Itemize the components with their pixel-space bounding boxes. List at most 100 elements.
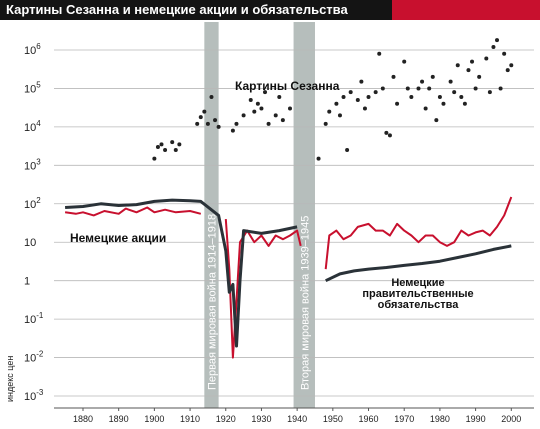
- painting-point-71: [502, 51, 507, 56]
- painting-point-53: [430, 74, 435, 79]
- painting-point-65: [477, 74, 482, 79]
- painting-point-13: [216, 124, 221, 129]
- painting-point-61: [462, 101, 467, 106]
- y-axis-label: индекс цен: [5, 356, 15, 402]
- series-line-2-0: [64, 206, 202, 217]
- y-tick-label-2: 10-1: [24, 311, 44, 326]
- painting-point-57: [448, 79, 453, 84]
- title-accent-stripe: [392, 0, 540, 20]
- x-tick-label-1910: 1910: [180, 414, 200, 424]
- painting-point-38: [366, 94, 371, 99]
- painting-point-54: [434, 118, 439, 123]
- painting-point-5: [173, 148, 178, 153]
- war-band-1: [293, 22, 315, 408]
- painting-point-45: [395, 101, 400, 106]
- x-tick-label-1980: 1980: [430, 414, 450, 424]
- painting-point-55: [437, 94, 442, 99]
- painting-point-8: [198, 115, 203, 120]
- painting-point-36: [359, 79, 364, 84]
- annotation-bonds-line-2: обязательства: [378, 299, 460, 311]
- x-tick-label-1950: 1950: [323, 414, 343, 424]
- painting-point-49: [416, 86, 421, 91]
- painting-point-19: [255, 101, 260, 106]
- painting-point-27: [316, 156, 321, 161]
- x-tick-label-1920: 1920: [216, 414, 236, 424]
- x-tick-label-1940: 1940: [287, 414, 307, 424]
- painting-point-10: [205, 121, 210, 126]
- painting-point-20: [259, 106, 264, 111]
- painting-point-15: [234, 121, 239, 126]
- painting-point-3: [163, 148, 168, 153]
- y-tick-label-8: 105: [24, 80, 41, 95]
- painting-point-34: [348, 90, 353, 95]
- painting-point-68: [491, 44, 496, 49]
- series-line-3-0: [65, 198, 298, 348]
- x-tick-label-2000: 2000: [501, 414, 521, 424]
- x-tick-label-1960: 1960: [359, 414, 379, 424]
- painting-point-23: [273, 113, 278, 118]
- y-tick-label-3: 1: [24, 276, 30, 288]
- x-tick-label-1930: 1930: [251, 414, 271, 424]
- painting-point-11: [209, 94, 214, 99]
- series-line-2-1: [224, 219, 302, 359]
- painting-point-30: [334, 101, 339, 106]
- painting-point-43: [387, 133, 392, 138]
- annotation-1: Немецкие акции: [70, 231, 166, 245]
- y-tick-label-7: 104: [24, 119, 41, 134]
- painting-point-6: [177, 142, 182, 147]
- painting-point-64: [473, 86, 478, 91]
- painting-point-39: [373, 90, 378, 95]
- painting-point-59: [455, 63, 460, 68]
- y-tick-label-6: 103: [24, 157, 41, 172]
- x-tick-label-1990: 1990: [466, 414, 486, 424]
- painting-point-28: [323, 121, 328, 126]
- painting-point-26: [288, 106, 292, 111]
- painting-point-50: [420, 79, 425, 84]
- painting-point-21: [263, 90, 268, 95]
- y-tick-label-0: 10-3: [24, 388, 44, 403]
- painting-point-62: [466, 68, 471, 73]
- y-tick-label-4: 10: [24, 237, 36, 249]
- painting-point-67: [487, 90, 492, 95]
- painting-point-70: [498, 86, 503, 91]
- y-tick-label-5: 102: [24, 196, 41, 211]
- painting-point-47: [405, 86, 410, 91]
- series-line-4-0: [325, 244, 512, 283]
- painting-point-66: [484, 56, 489, 61]
- chart-title: Картины Сезанна и немецкие акции и обяза…: [6, 2, 348, 17]
- painting-point-9: [202, 109, 207, 114]
- y-tick-label-9: 106: [24, 42, 41, 57]
- painting-point-72: [505, 68, 510, 73]
- annotation-0: Картины Сезанна: [235, 79, 340, 93]
- war-label-1: Вторая мировая война 1939–1945: [299, 216, 311, 390]
- painting-point-24: [277, 94, 282, 99]
- painting-point-40: [377, 51, 382, 56]
- painting-point-41: [380, 86, 385, 91]
- annotation-bonds-line-1: правительственные: [362, 288, 473, 300]
- painting-point-25: [280, 118, 285, 123]
- painting-point-22: [266, 121, 271, 126]
- painting-point-63: [470, 59, 475, 64]
- painting-point-4: [170, 140, 175, 145]
- painting-point-1: [155, 144, 160, 149]
- painting-point-16: [241, 113, 246, 118]
- war-label-0: Первая мировая война 1914–1918: [206, 214, 218, 390]
- title-bar: Картины Сезанна и немецкие акции и обяза…: [0, 0, 540, 20]
- painting-point-14: [230, 128, 235, 133]
- painting-point-46: [402, 59, 407, 64]
- painting-point-60: [459, 94, 464, 99]
- painting-point-0: [152, 156, 157, 161]
- painting-point-2: [159, 142, 164, 147]
- painting-point-31: [337, 113, 342, 118]
- x-tick-label-1890: 1890: [109, 414, 129, 424]
- painting-point-42: [384, 130, 389, 135]
- painting-point-58: [452, 90, 457, 95]
- x-tick-label-1970: 1970: [394, 414, 414, 424]
- painting-point-48: [409, 94, 414, 99]
- painting-point-37: [362, 106, 367, 111]
- x-tick-label-1880: 1880: [73, 414, 93, 424]
- painting-point-69: [495, 38, 500, 43]
- painting-point-56: [441, 101, 446, 106]
